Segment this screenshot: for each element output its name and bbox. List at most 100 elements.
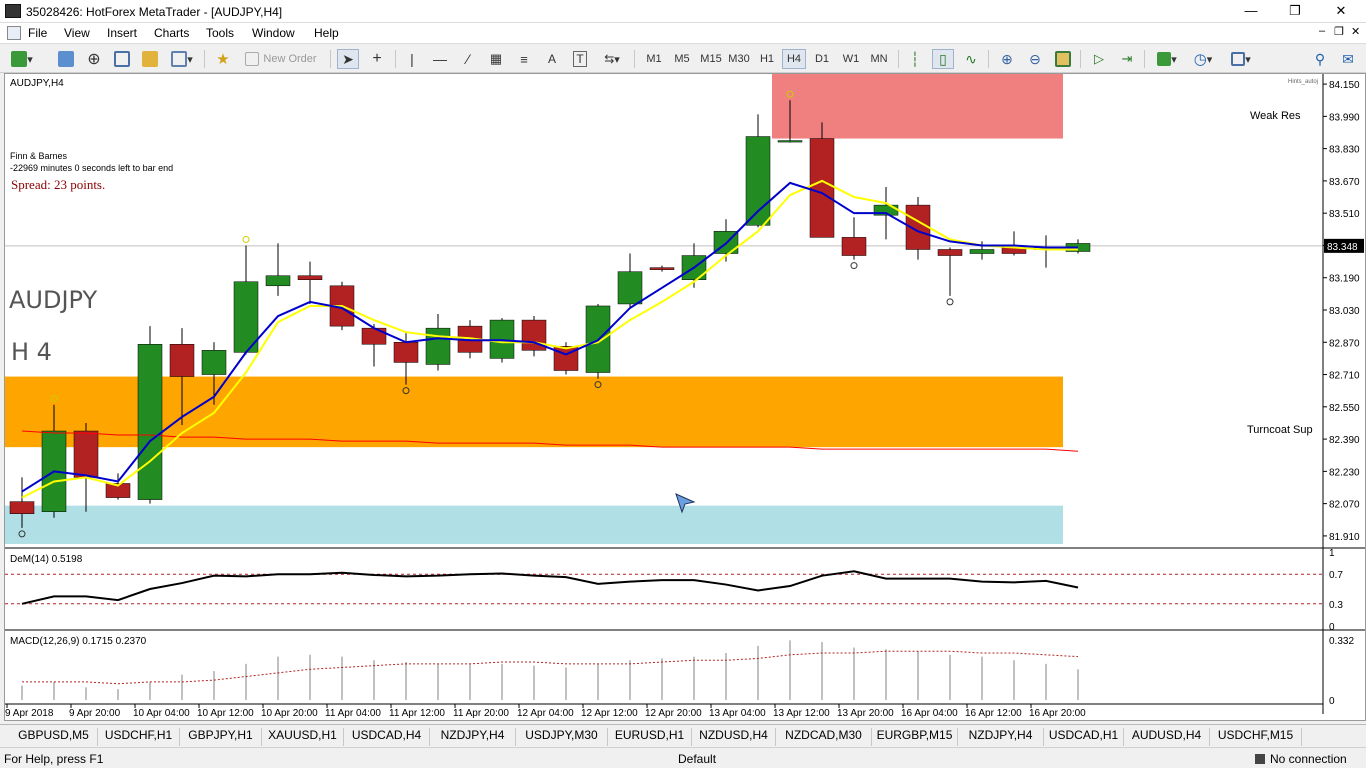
chart-shift-button[interactable]: ⇥ — [1116, 49, 1138, 69]
price-tick-label: 83.830 — [1329, 145, 1360, 156]
time-tick-label: 16 Apr 20:00 — [1029, 708, 1086, 719]
support-zone — [5, 376, 1063, 448]
tf-m30[interactable]: M30 — [728, 53, 750, 65]
chart-window[interactable]: 84.15083.99083.83083.67083.51083.35083.1… — [4, 73, 1366, 721]
bar-chart-button[interactable]: ┆ — [904, 49, 926, 69]
candle — [489, 318, 515, 363]
menu-bar: File View Insert Charts Tools Window Hel… — [0, 23, 1366, 43]
chart-tab[interactable]: USDJPY,M30 — [516, 728, 608, 746]
chat-icon: ✉ — [1342, 50, 1354, 67]
chart-tab[interactable]: USDCAD,H1 — [1044, 728, 1124, 746]
chart-tab[interactable]: XAUUSD,H1 — [262, 728, 344, 746]
time-tick-label: 11 Apr 12:00 — [389, 708, 445, 719]
candle — [777, 100, 803, 143]
maximize-button[interactable]: ❐ — [1289, 3, 1301, 18]
line-chart-button[interactable]: ∿ — [960, 49, 982, 69]
horizontal-line-button[interactable]: — — [430, 49, 450, 69]
auto-scroll-button[interactable]: ▷ — [1088, 49, 1110, 69]
dem-line — [21, 570, 1079, 605]
equidistant-channel-button[interactable]: ▦ — [486, 49, 506, 69]
chart-tab[interactable]: NZDUSD,H4 — [692, 728, 776, 746]
chart-canvas[interactable]: 84.15083.99083.83083.67083.51083.35083.1… — [5, 74, 1365, 720]
chart-tab[interactable]: GBPUSD,M5 — [10, 728, 98, 746]
templates-button[interactable]: ▾ — [1226, 49, 1256, 69]
plus-icon: + — [372, 50, 382, 67]
market-watch-button[interactable] — [112, 49, 132, 69]
candle-body — [777, 140, 803, 143]
close-button[interactable]: ✕ — [1335, 3, 1347, 18]
tf-mn[interactable]: MN — [870, 53, 888, 65]
candle — [361, 324, 387, 367]
chart-tab[interactable]: NZDCAD,M30 — [776, 728, 872, 746]
new-chart-button[interactable]: ▾ — [8, 49, 36, 69]
arrows-button[interactable]: ⇆ ▾ — [604, 52, 620, 66]
candlestick-button[interactable]: ▯ — [932, 49, 954, 69]
candle-body — [265, 275, 291, 287]
chart-tab[interactable]: EURUSD,H1 — [608, 728, 692, 746]
tf-w1[interactable]: W1 — [842, 53, 860, 65]
chat-button[interactable]: ✉ — [1338, 49, 1358, 69]
big-timeframe-label: H 4 — [11, 338, 52, 366]
menu-view[interactable]: View — [64, 26, 90, 40]
folder-icon — [142, 51, 158, 67]
crosshair-tool-button[interactable]: + — [366, 49, 388, 69]
chart-tab[interactable]: NZDJPY,H4 — [958, 728, 1044, 746]
tf-m15[interactable]: M15 — [700, 53, 722, 65]
time-tick-label: 12 Apr 12:00 — [581, 708, 638, 719]
doc-minimize-button[interactable]: – — [1319, 25, 1326, 37]
ma-slow-line — [21, 179, 1078, 499]
fractal-up-marker — [50, 395, 58, 403]
zoom-out-button[interactable]: ⊖ — [1024, 49, 1046, 69]
doc-restore-button[interactable]: ❐ — [1334, 26, 1344, 38]
tf-h1[interactable]: H1 — [759, 53, 775, 65]
data-window-button[interactable] — [140, 49, 160, 69]
indicators-button[interactable]: ▾ — [1152, 49, 1182, 69]
candle — [169, 328, 195, 425]
navigator-button[interactable]: ▾ — [168, 49, 196, 69]
candle — [1065, 239, 1091, 254]
menu-help[interactable]: Help — [314, 26, 339, 40]
fractal-down-marker — [946, 298, 954, 306]
trendline-button[interactable]: ∕ — [458, 49, 478, 69]
minimize-button[interactable]: — — [1244, 3, 1258, 18]
tf-h4[interactable]: H4 — [782, 49, 806, 69]
menu-charts[interactable]: Charts — [154, 26, 190, 40]
chart-tab[interactable]: USDCHF,H1 — [98, 728, 180, 746]
price-tick-label: 82.870 — [1329, 338, 1360, 349]
new-chart-icon — [11, 51, 28, 67]
text-tool-button[interactable]: A — [542, 49, 562, 69]
fibonacci-button[interactable]: ≡ — [514, 49, 534, 69]
time-tick-label: 10 Apr 12:00 — [197, 708, 254, 719]
chart-tab[interactable]: USDCHF,M15 — [1210, 728, 1302, 746]
profiles-button[interactable] — [56, 49, 76, 69]
periods-button[interactable]: ◷ ▾ — [1193, 51, 1213, 68]
tf-m5[interactable]: M5 — [674, 53, 690, 65]
new-order-button[interactable]: New Order — [240, 49, 322, 69]
chart-tab[interactable]: AUDUSD,H4 — [1124, 728, 1210, 746]
candle-body — [969, 249, 995, 254]
menu-window[interactable]: Window — [252, 26, 295, 40]
text-label-button[interactable]: T — [570, 49, 590, 69]
search-button[interactable]: ⚲ — [1310, 49, 1330, 69]
market-watch-icon — [114, 51, 130, 67]
doc-close-button[interactable]: ✕ — [1351, 26, 1361, 38]
tile-windows-button[interactable] — [1052, 49, 1074, 69]
tf-d1[interactable]: D1 — [814, 53, 830, 65]
bar-chart-icon: ┆ — [910, 50, 920, 67]
candle — [425, 314, 451, 371]
cursor-tool-button[interactable]: ➤ — [337, 49, 359, 69]
menu-file[interactable]: File — [28, 26, 48, 40]
turncoat-support-label: Turncoat Sup — [1247, 424, 1313, 436]
vertical-line-button[interactable]: | — [402, 49, 422, 69]
crosshair-nav-button[interactable]: ⊕ — [84, 49, 104, 69]
tf-m1[interactable]: M1 — [646, 53, 662, 65]
fractal-down-marker — [402, 387, 410, 395]
expert-advisor-button[interactable]: ★ — [212, 49, 234, 69]
chart-tab[interactable]: NZDJPY,H4 — [430, 728, 516, 746]
chart-tab[interactable]: EURGBP,M15 — [872, 728, 958, 746]
chart-tab[interactable]: USDCAD,H4 — [344, 728, 430, 746]
menu-insert[interactable]: Insert — [107, 26, 138, 40]
zoom-in-button[interactable]: ⊕ — [996, 49, 1018, 69]
chart-tab[interactable]: GBPJPY,H1 — [180, 728, 262, 746]
menu-tools[interactable]: Tools — [206, 26, 235, 40]
